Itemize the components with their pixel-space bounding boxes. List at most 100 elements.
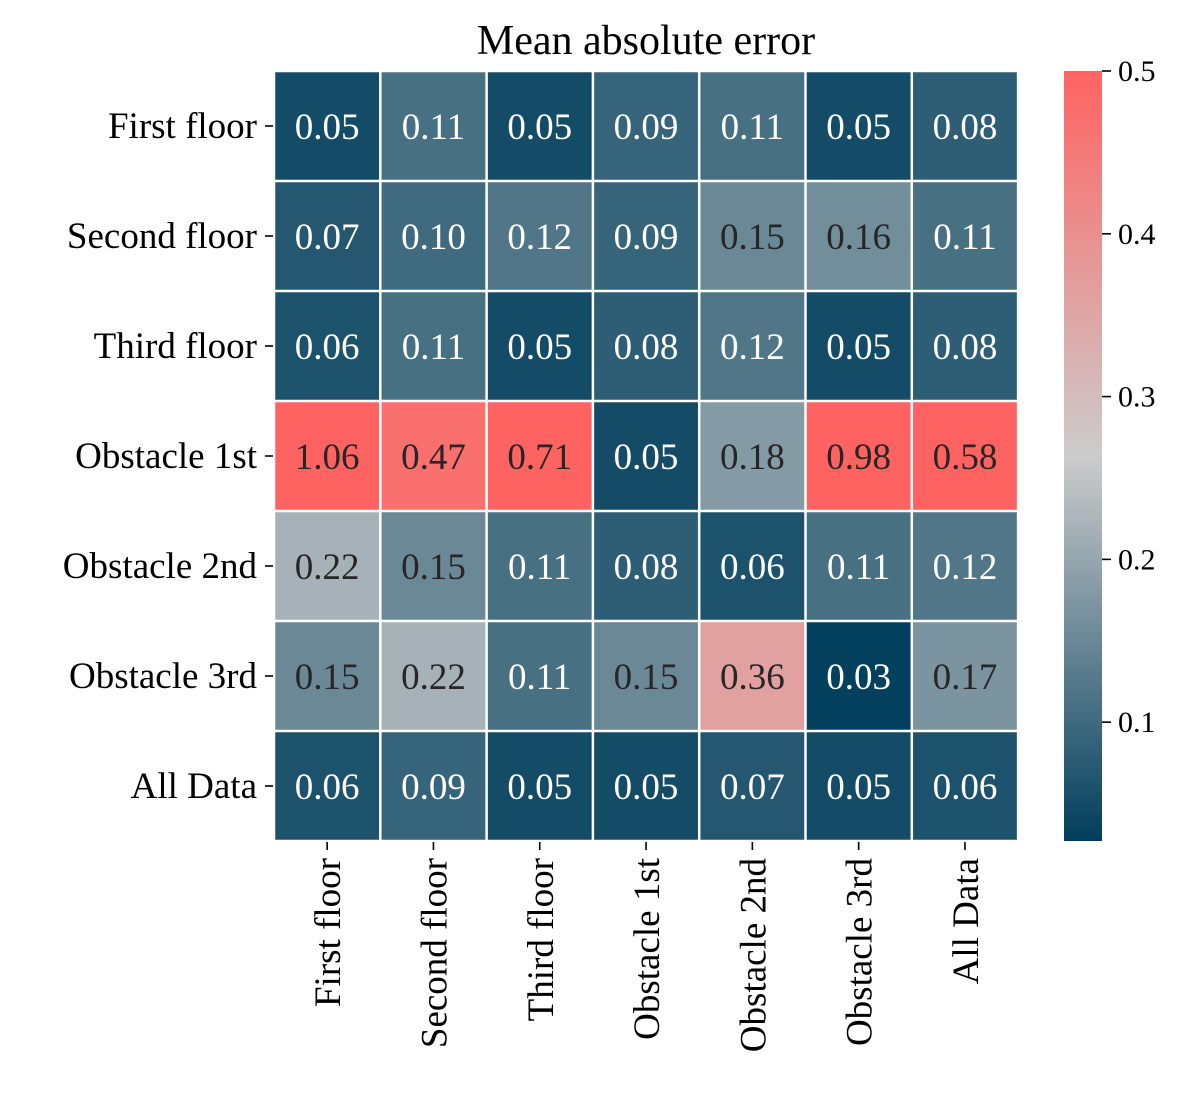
x-tick-label: Third floor <box>521 858 562 1021</box>
cell-value-label: 0.71 <box>507 437 572 478</box>
cell-value-label: 0.12 <box>933 547 998 588</box>
colorbar-tick-label: 0.4 <box>1118 218 1156 251</box>
colorbar-tick-label: 0.3 <box>1118 381 1156 414</box>
cell-value-label: 0.06 <box>295 327 360 368</box>
heatmap-cell <box>594 182 698 290</box>
cell-value-label: 0.15 <box>295 657 360 698</box>
cell-value-label: 0.12 <box>507 217 572 258</box>
cell-value-label: 0.05 <box>507 107 572 148</box>
y-tick-label: Third floor <box>94 326 257 367</box>
cell-value-label: 0.22 <box>295 547 360 588</box>
x-tick-label: All Data <box>946 858 987 984</box>
cell-annotations: 0.05 0.11 0.05 0.09 0.11 0.05 0.08 0.07 0.10 0.12… <box>295 107 998 808</box>
cell-value-label: 0.11 <box>402 107 465 148</box>
cell-value-label: 0.05 <box>507 767 572 808</box>
colorbar-tick-label: 0.5 <box>1118 55 1156 88</box>
heatmap-cell <box>487 622 592 730</box>
y-tick-labels: First floor Second floor Third floor Obstac… <box>63 106 273 807</box>
heatmap-cell <box>594 292 698 400</box>
heatmap-cell <box>381 732 486 840</box>
cell-value-label: 0.10 <box>401 217 466 258</box>
x-tick-labels: First floor Second floor Third floor Obstac… <box>308 842 987 1052</box>
heatmap-cell <box>594 512 698 620</box>
heatmap-cell <box>275 402 380 510</box>
heatmap-cell <box>700 512 805 620</box>
cell-value-label: 0.08 <box>614 327 679 368</box>
cell-value-label: 0.05 <box>614 767 679 808</box>
heatmap-cell <box>700 292 805 400</box>
heatmap-cell <box>700 732 805 840</box>
heatmap-cell <box>700 72 805 180</box>
cell-value-label: 0.05 <box>826 107 891 148</box>
heatmap-cell <box>381 622 486 730</box>
cell-value-label: 0.16 <box>826 217 891 258</box>
colorbar-tick-label: 0.2 <box>1118 543 1156 576</box>
cell-value-label: 0.03 <box>826 657 891 698</box>
heatmap-cell <box>806 732 911 840</box>
cell-value-label: 0.05 <box>507 327 572 368</box>
cell-value-label: 0.98 <box>826 437 891 478</box>
cell-value-label: 0.05 <box>826 327 891 368</box>
cell-value-label: 0.06 <box>295 767 360 808</box>
cell-value-label: 0.11 <box>508 547 571 588</box>
cell-value-label: 0.09 <box>614 217 679 258</box>
heatmap-cell <box>700 402 805 510</box>
heatmap-cell <box>275 182 380 290</box>
cell-value-label: 0.08 <box>614 547 679 588</box>
heatmap-cell <box>594 732 698 840</box>
cell-value-label: 0.07 <box>720 767 785 808</box>
heatmap-cell <box>487 402 592 510</box>
cell-value-label: 1.06 <box>295 437 360 478</box>
cell-value-label: 0.05 <box>826 767 891 808</box>
cell-value-label: 0.22 <box>401 657 466 698</box>
y-tick-label: First floor <box>108 106 257 147</box>
y-tick-label: Second floor <box>67 216 257 257</box>
heatmap-cell <box>913 402 1017 510</box>
cell-value-label: 0.47 <box>401 437 466 478</box>
heatmap-cell <box>381 182 486 290</box>
y-tick-label: All Data <box>131 766 257 807</box>
heatmap-cell <box>275 512 380 620</box>
cell-value-label: 0.06 <box>720 547 785 588</box>
heatmap-cell <box>913 622 1017 730</box>
cell-value-label: 0.05 <box>614 437 679 478</box>
chart-title: Mean absolute error <box>477 18 815 64</box>
heatmap-cell <box>806 622 911 730</box>
heatmap-cell <box>594 622 698 730</box>
cell-value-label: 0.11 <box>721 107 784 148</box>
heatmap-cell <box>381 72 486 180</box>
heatmap-cell <box>275 622 380 730</box>
cell-value-label: 0.09 <box>401 767 466 808</box>
heatmap-cell <box>487 732 592 840</box>
heatmap-cell <box>275 72 380 180</box>
heatmap-cell <box>381 402 486 510</box>
cell-value-label: 0.11 <box>933 217 996 258</box>
heatmap-cell <box>275 292 380 400</box>
heatmap-cell <box>913 182 1017 290</box>
cell-value-label: 0.18 <box>720 437 785 478</box>
heatmap-cell <box>594 402 698 510</box>
cell-value-label: 0.05 <box>295 107 360 148</box>
heatmap-cells <box>275 72 1017 840</box>
cell-value-label: 0.15 <box>614 657 679 698</box>
cell-value-label: 0.11 <box>827 547 890 588</box>
heatmap-cell <box>806 292 911 400</box>
cell-value-label: 0.12 <box>720 327 785 368</box>
cell-value-label: 0.08 <box>933 107 998 148</box>
colorbar: 0.1 0.2 0.3 0.4 0.5 <box>1064 55 1156 841</box>
heatmap-cell <box>806 182 911 290</box>
x-tick-label: Obstacle 3rd <box>840 858 881 1047</box>
heatmap-cell <box>913 292 1017 400</box>
cell-value-label: 0.36 <box>720 657 785 698</box>
cell-value-label: 0.17 <box>933 657 998 698</box>
heatmap-cell <box>275 732 380 840</box>
heatmap-cell <box>487 292 592 400</box>
y-tick-label: Obstacle 3rd <box>69 656 258 697</box>
cell-value-label: 0.15 <box>720 217 785 258</box>
colorbar-tick-label: 0.1 <box>1118 706 1156 739</box>
heatmap-cell <box>700 622 805 730</box>
heatmap-cell <box>381 292 486 400</box>
x-tick-label: Second floor <box>414 858 455 1048</box>
y-tick-label: Obstacle 2nd <box>63 546 258 587</box>
